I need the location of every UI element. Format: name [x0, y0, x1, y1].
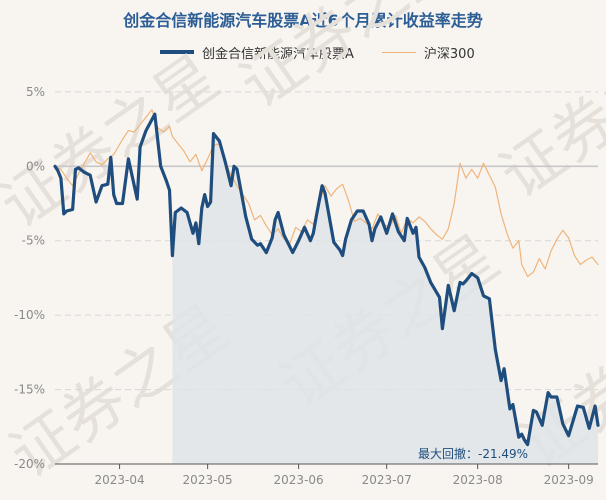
- legend-swatch-fund: [160, 50, 194, 54]
- legend-label-fund: 创金合信新能源汽车股票A: [202, 46, 354, 62]
- series-line-layer: [53, 109, 600, 447]
- y-tick-label-3: -10%: [14, 308, 45, 322]
- annotation-layer: 最大回撤：-21.49%: [418, 446, 528, 461]
- y-tick-label-5: -20%: [14, 457, 45, 471]
- y-tick-label-2: -5%: [22, 234, 45, 248]
- legend-swatch-index: [381, 51, 416, 53]
- legend: 创金合信新能源汽车股票A 沪深300: [160, 43, 475, 62]
- y-tick-label-0: 5%: [26, 85, 45, 99]
- x-tick-label-2: 2023-06: [274, 473, 324, 487]
- legend-label-index: 沪深300: [423, 46, 475, 62]
- x-tick-label-3: 2023-07: [362, 473, 412, 487]
- x-tick-label-0: 2023-04: [95, 473, 145, 487]
- x-tick-label-4: 2023-08: [453, 473, 503, 487]
- x-tick-label-1: 2023-05: [183, 473, 233, 487]
- y-tick-label-4: -15%: [14, 383, 45, 397]
- y-tick-label-1: 0%: [26, 159, 45, 173]
- series-line-fund: [53, 112, 600, 447]
- watermark-text-4: 证券之星: [487, 10, 606, 212]
- watermark-text-1: 证券之星: [227, 0, 472, 122]
- axis-layer: 5% 0% -5% -10% -15% -20% 2023-04 2023-05 2023-06…: [14, 85, 598, 487]
- watermark-text-0: 证券之星: [0, 40, 232, 242]
- series-line-index: [54, 109, 599, 278]
- x-tick-label-5: 2023-09: [544, 473, 594, 487]
- max-drawdown-annotation: 最大回撤：-21.49%: [418, 446, 528, 461]
- chart-title: 创金合信新能源汽车股票A近6个月累计收益率走势: [123, 11, 483, 30]
